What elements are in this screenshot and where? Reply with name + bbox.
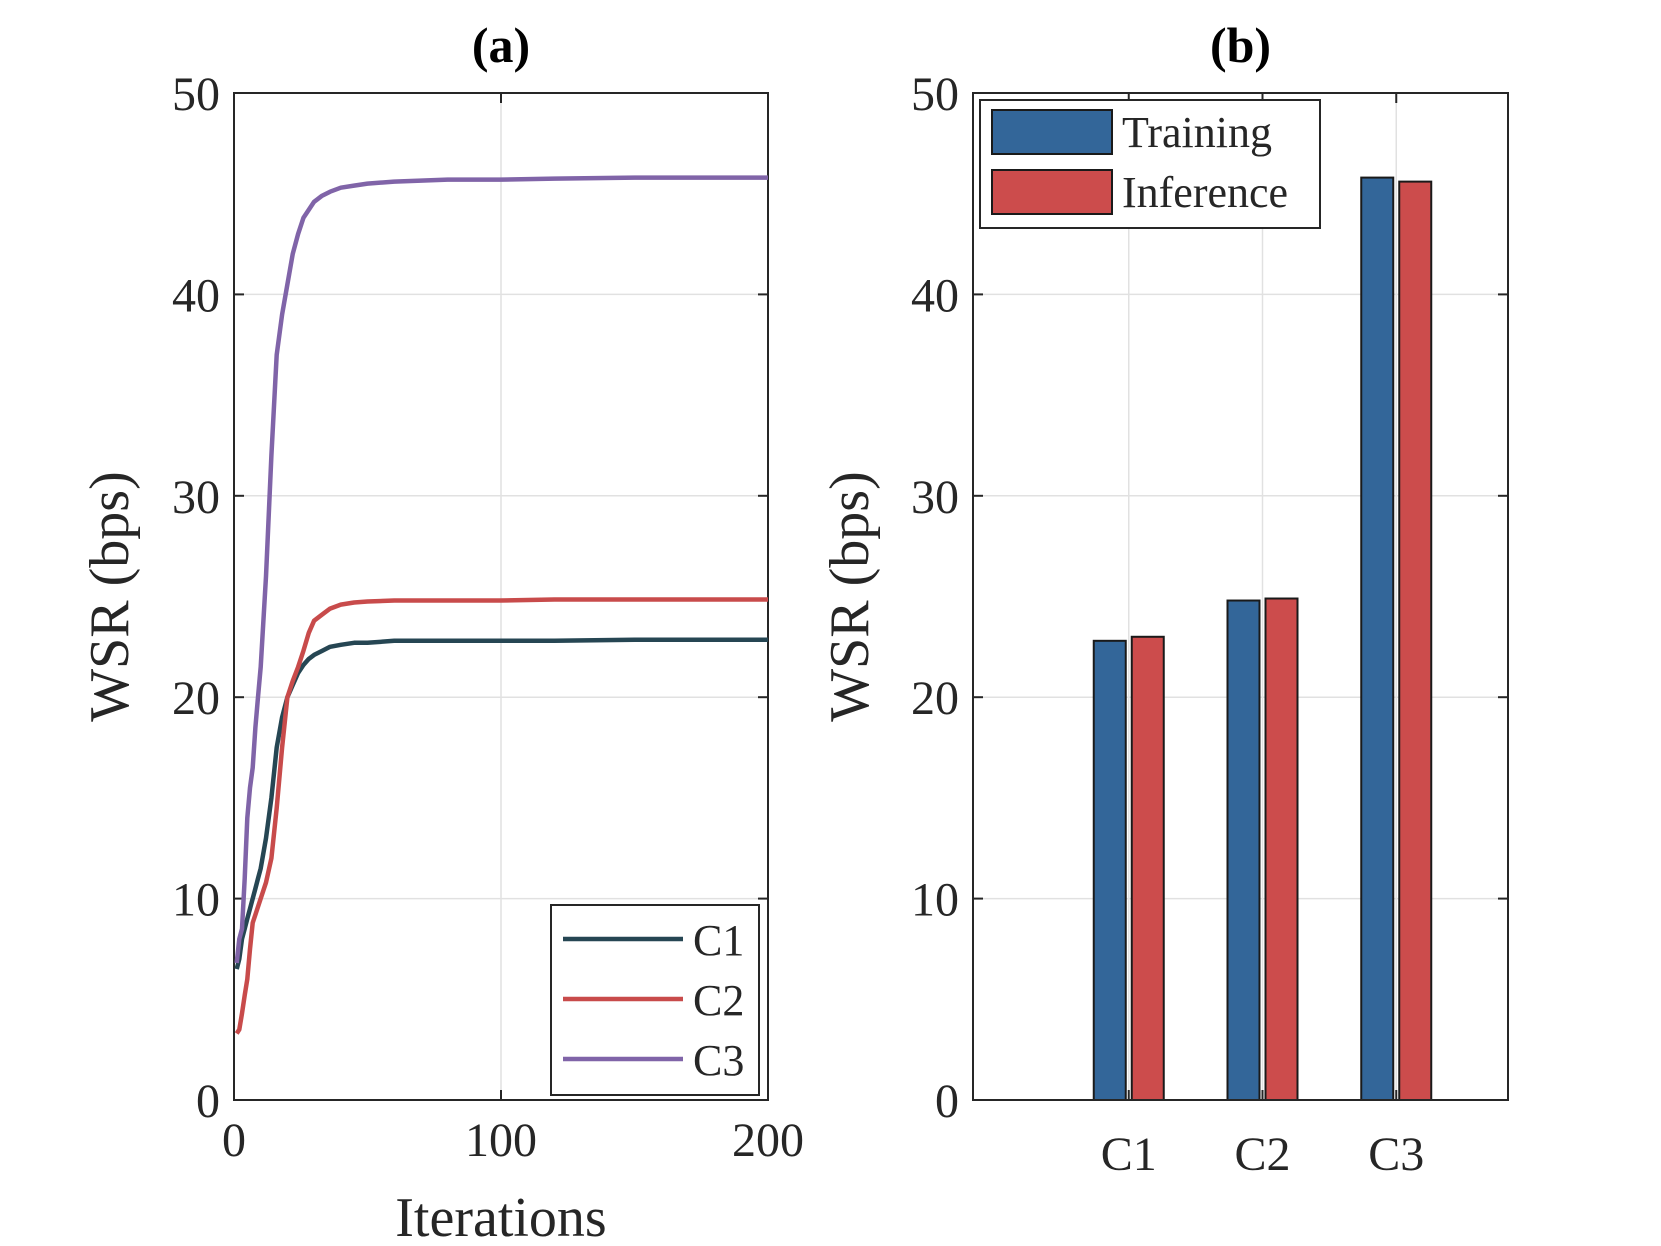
x-axis-label-a: Iterations — [395, 1187, 606, 1246]
x-tick-label-c3: C3 — [1368, 1128, 1424, 1181]
y-tick-label: 30 — [172, 471, 220, 524]
y-tick-label: 30 — [911, 471, 959, 524]
y-tick-label: 20 — [911, 672, 959, 725]
bar-training-c2 — [1226, 599, 1261, 1101]
legend-label-c2: C2 — [693, 976, 744, 1025]
y-axis-label-b: WSR (bps) — [819, 471, 881, 721]
x-tick-label: 100 — [465, 1114, 537, 1167]
x-tick-label-c2: C2 — [1234, 1128, 1290, 1181]
y-tick-label: 50 — [172, 68, 220, 121]
legend-label-inference: Inference — [1122, 168, 1288, 217]
axes-box-b — [972, 92, 1509, 1101]
bar-inference-c3 — [1398, 180, 1433, 1101]
legend-label-training: Training — [1122, 108, 1272, 157]
y-tick-label: 10 — [172, 874, 220, 927]
bar-training-c3 — [1360, 176, 1395, 1101]
y-axis-label-a: WSR (bps) — [79, 471, 141, 721]
y-tick-label: 50 — [911, 68, 959, 121]
panel-title-b: (b) — [1210, 17, 1271, 73]
bar-inference-c2 — [1264, 597, 1299, 1101]
legend-swatch-training — [991, 109, 1113, 155]
legend-swatch-inference — [991, 169, 1113, 215]
panel-a-line-chart: 0 10 20 30 40 50 0 100 200 (a) Iterations WSR (bps)… — [79, 17, 804, 1246]
series-line-c2 — [234, 597, 768, 1035]
panel-b-bar-chart: 0 10 20 30 40 50 C1 C2 C3 (b) WSR (bps) Training Inf… — [819, 17, 1509, 1181]
y-tick-label: 0 — [196, 1075, 220, 1128]
x-tick-label: 0 — [222, 1114, 246, 1167]
x-tick-label-c1: C1 — [1101, 1128, 1157, 1181]
legend-label-c3: C3 — [693, 1036, 744, 1085]
x-tick-label: 200 — [732, 1114, 804, 1167]
panel-title-a: (a) — [472, 17, 530, 73]
y-tick-label: 40 — [911, 269, 959, 322]
series-line-c3 — [234, 175, 768, 964]
y-tick-label: 10 — [911, 874, 959, 927]
y-tick-label: 0 — [935, 1075, 959, 1128]
y-tick-label: 20 — [172, 672, 220, 725]
y-tick-label: 40 — [172, 269, 220, 322]
bar-training-c1 — [1092, 639, 1127, 1101]
legend-label-c1: C1 — [693, 916, 744, 965]
bar-inference-c1 — [1130, 635, 1165, 1102]
